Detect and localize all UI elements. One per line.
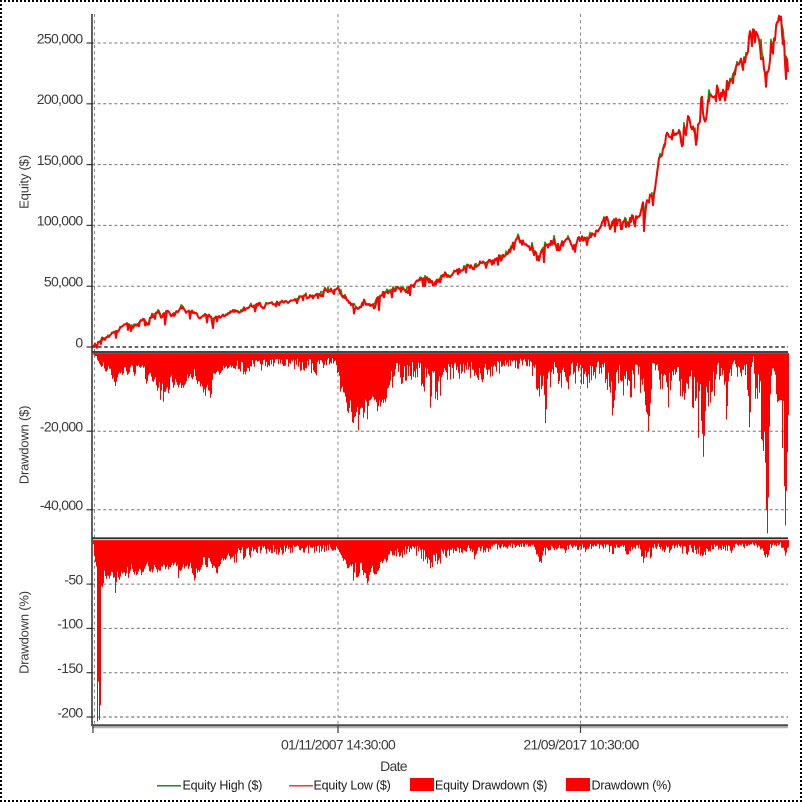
svg-text:Drawdown (%): Drawdown (%) xyxy=(17,591,32,674)
svg-text:Drawdown ($): Drawdown ($) xyxy=(17,406,32,485)
svg-text:200,000: 200,000 xyxy=(37,91,84,107)
svg-text:100,000: 100,000 xyxy=(37,213,84,229)
svg-text:-20,000: -20,000 xyxy=(40,419,83,435)
svg-text:21/09/2017 10:30:00: 21/09/2017 10:30:00 xyxy=(523,737,639,753)
svg-text:-50: -50 xyxy=(64,571,83,587)
svg-text:Date: Date xyxy=(380,758,408,774)
svg-text:-40,000: -40,000 xyxy=(40,497,83,513)
svg-text:Drawdown (%): Drawdown (%) xyxy=(592,779,672,793)
svg-text:01/11/2007 14:30:00: 01/11/2007 14:30:00 xyxy=(281,737,396,753)
svg-text:-150: -150 xyxy=(57,660,83,676)
svg-text:150,000: 150,000 xyxy=(37,152,84,168)
svg-text:-200: -200 xyxy=(57,704,83,720)
svg-text:-100: -100 xyxy=(57,616,83,632)
svg-text:Equity ($): Equity ($) xyxy=(17,155,32,209)
svg-text:Equity Low ($): Equity Low ($) xyxy=(314,779,391,793)
svg-text:50,000: 50,000 xyxy=(44,274,84,290)
svg-text:Equity Drawdown ($): Equity Drawdown ($) xyxy=(435,779,547,793)
svg-text:250,000: 250,000 xyxy=(37,30,84,46)
svg-text:0: 0 xyxy=(75,334,83,350)
svg-text:Equity High ($): Equity High ($) xyxy=(183,779,263,793)
